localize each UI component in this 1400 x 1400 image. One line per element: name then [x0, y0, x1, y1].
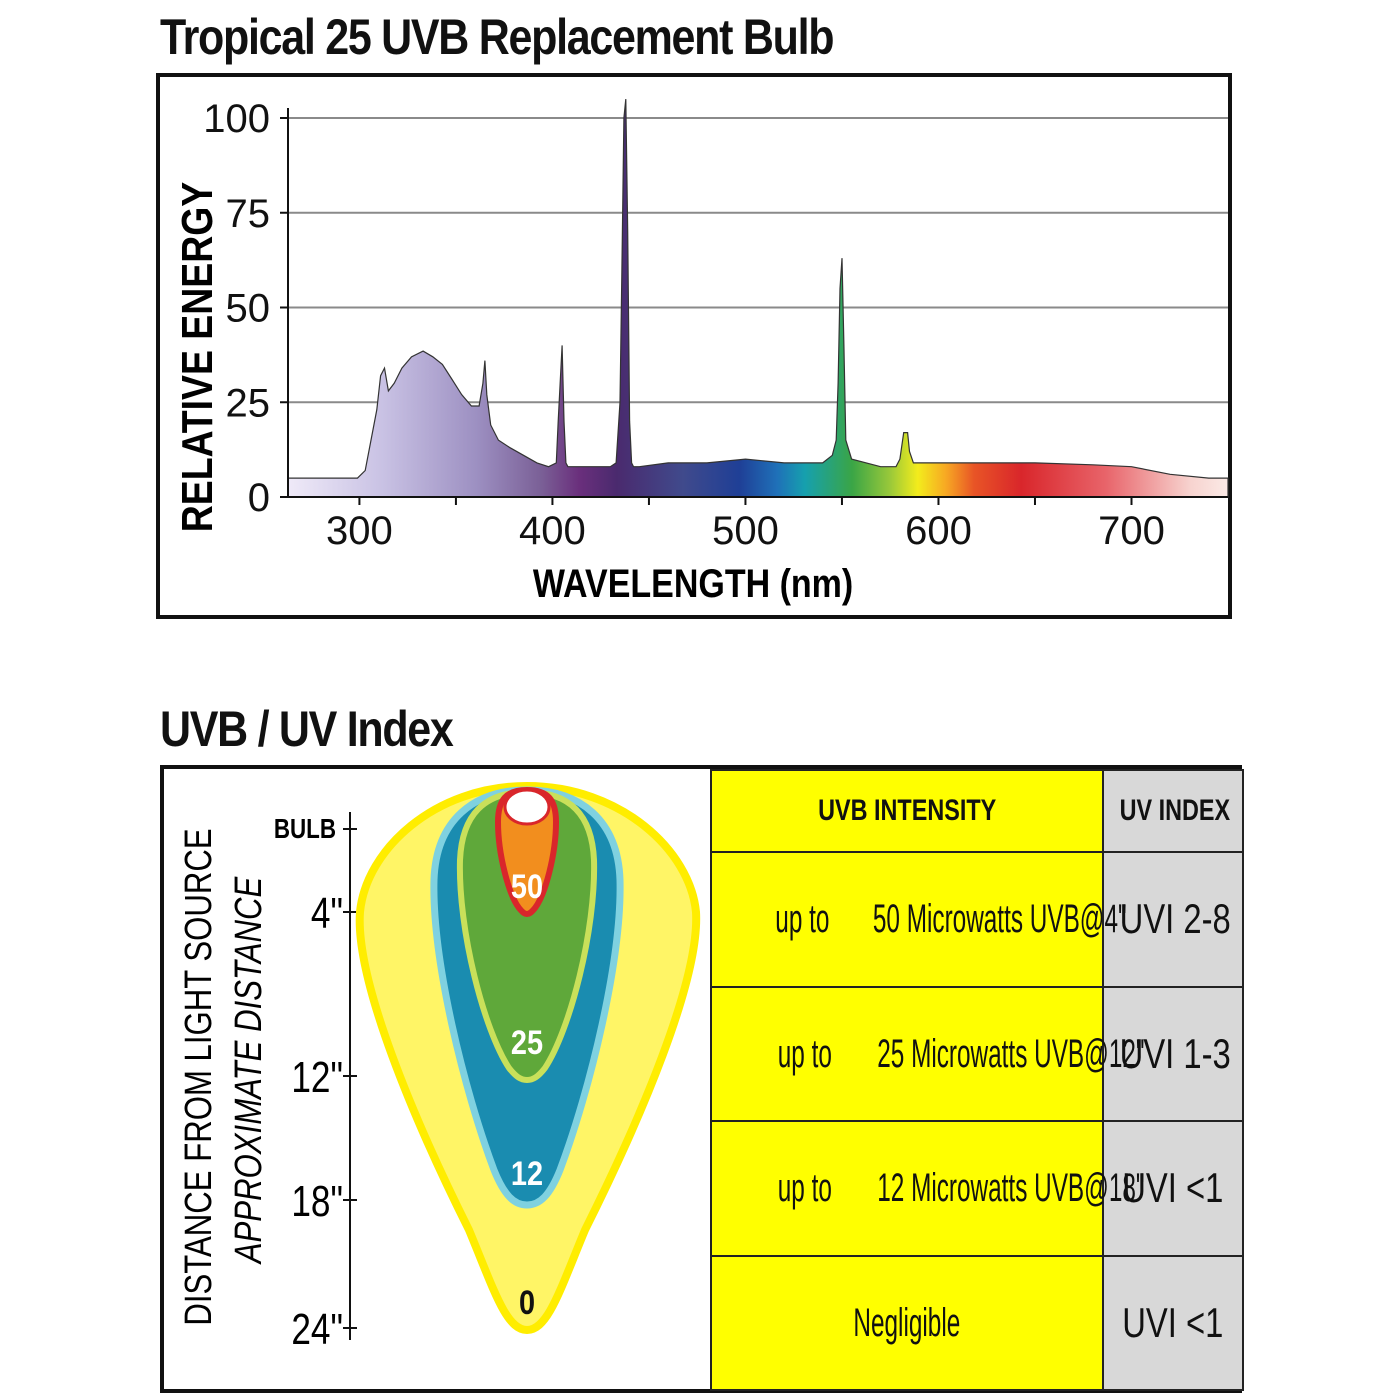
x-tick-label-400: 400	[519, 509, 586, 553]
tick-bulb: BULB	[274, 814, 336, 845]
tick-24in: 24"	[291, 1305, 343, 1354]
distance-ticks	[343, 828, 357, 1329]
uvi-cell: UVI <1	[1102, 1254, 1244, 1391]
y-tick-label-50: 50	[226, 287, 271, 331]
x-tick-label-500: 500	[712, 509, 779, 553]
uvi-cell: UVI 1-3	[1102, 985, 1244, 1122]
y-tick-label-75: 75	[226, 192, 271, 236]
zone-label-0: 0	[519, 1283, 535, 1322]
spectrum-frame	[156, 73, 1232, 619]
bulb-icon	[503, 788, 551, 826]
distance-axis-subtitle: APPROXIMATE DISTANCE	[228, 876, 270, 1265]
spectrum-chart-title: Tropical 25 UVB Replacement Bulb	[160, 9, 834, 65]
x-tick-label-300: 300	[326, 509, 393, 553]
intensity-cell: up to 12 Microwatts UVB@18"	[710, 1120, 1145, 1257]
zone-label-12: 12	[511, 1154, 543, 1193]
table-row: up to 25 Microwatts UVB@12" UVI 1-3	[710, 985, 1244, 1122]
y-tick-label-100: 100	[203, 97, 270, 141]
y-axis-title: RELATIVE ENERGY	[172, 182, 222, 532]
table-row: up to 50 Microwatts UVB@4" UVI 2-8	[710, 851, 1244, 988]
spectrum-area	[287, 99, 1229, 498]
y-tick-label-0: 0	[248, 476, 270, 520]
header-uv-index: UV INDEX	[1102, 769, 1244, 853]
zone-25	[456, 788, 598, 1084]
intensity-cell: up to 25 Microwatts UVB@12"	[710, 985, 1145, 1122]
intensity-cell: up to 50 Microwatts UVB@4"	[710, 851, 1127, 988]
zone-label-50: 50	[511, 867, 543, 906]
tick-4in: 4"	[311, 889, 343, 938]
uv-index-title: UVB / UV Index	[160, 701, 454, 757]
axes	[280, 108, 1228, 505]
table-row: Negligible UVI <1	[710, 1254, 1244, 1391]
tick-18in: 18"	[291, 1177, 343, 1226]
uv-table: UVB INTENSITY UV INDEX up to 50 Microwatt…	[710, 769, 1244, 1391]
uvi-cell: UVI 2-8	[1102, 851, 1244, 988]
spectrum-chart: 0 25 50 75 100 300 400 500 600 700 RELATIVE ENERG…	[156, 73, 1232, 619]
y-tick-label-25: 25	[226, 381, 271, 425]
x-axis-title: WAVELENGTH (nm)	[533, 560, 853, 605]
x-tick-label-700: 700	[1098, 509, 1165, 553]
x-tick-label-600: 600	[905, 509, 972, 553]
tick-12in: 12"	[291, 1053, 343, 1102]
table-row: up to 12 Microwatts UVB@18" UVI <1	[710, 1120, 1244, 1257]
uvi-cell: UVI <1	[1102, 1120, 1244, 1257]
zone-label-25: 25	[511, 1023, 543, 1062]
intensity-cell: Negligible	[710, 1254, 1104, 1391]
distance-axis-title: DISTANCE FROM LIGHT SOURCE	[178, 828, 220, 1325]
header-uvb-intensity: UVB INTENSITY	[710, 769, 1104, 853]
tick-labels: 0 25 50 75 100 300 400 500 600 700	[203, 97, 1165, 553]
